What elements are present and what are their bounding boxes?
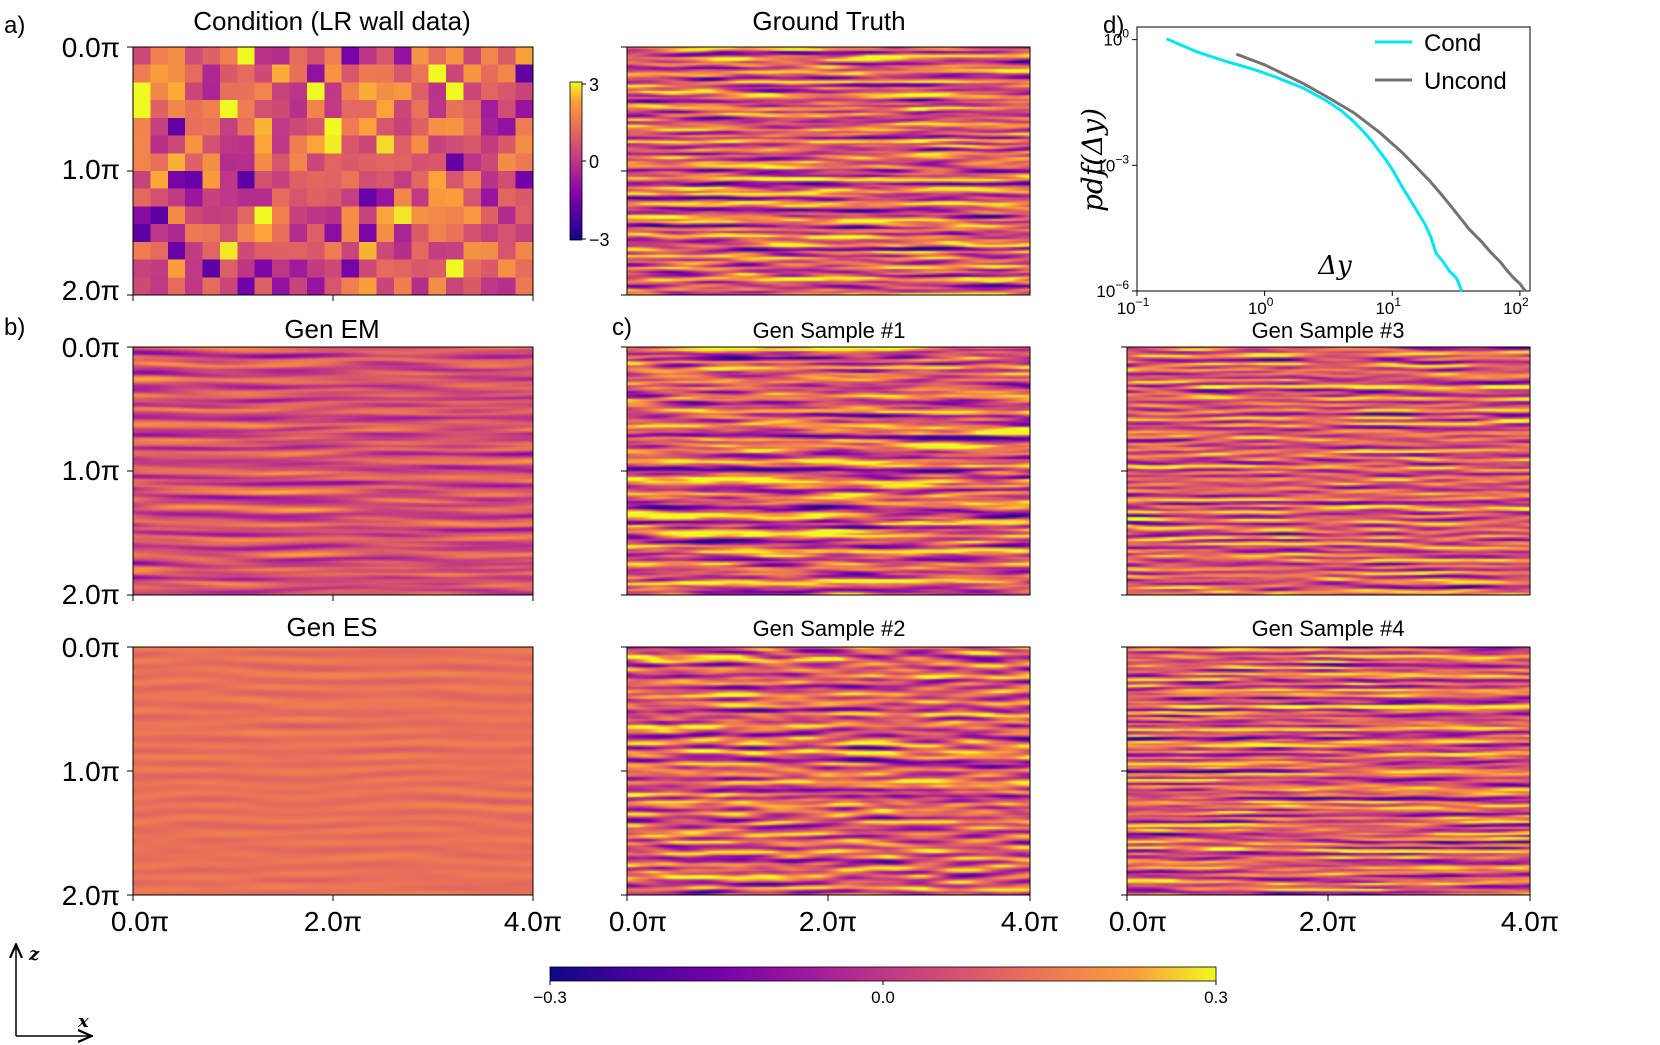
panel-ground-truth: Ground Truth	[626, 6, 1031, 296]
z-tick-label: 2.0π	[62, 275, 120, 306]
colorbar-tick-label: 0.0	[871, 988, 895, 1007]
x-tick-label: 2.0π	[304, 906, 362, 937]
x-arrow-label: x	[77, 1011, 89, 1032]
pdf-x-tick-label: 10−1	[1117, 295, 1150, 318]
panel-title: Gen ES	[286, 612, 377, 642]
main-colorbar: −0.3 0.0 0.3	[533, 966, 1228, 1007]
z-tick-label: 0.0π	[62, 332, 120, 363]
panel-letter-d: d)	[1103, 12, 1124, 39]
pdf-x-tick-label: 102	[1503, 295, 1529, 318]
panel-letter-b: b)	[4, 314, 25, 341]
z-arrow-label: z	[28, 944, 40, 965]
z-tick-label: 1.0π	[62, 756, 120, 787]
field-image	[1127, 647, 1530, 895]
field-image	[133, 647, 533, 895]
z-tick-label: 2.0π	[62, 579, 120, 610]
x-tick-label: 0.0π	[1109, 906, 1167, 937]
field-image	[627, 347, 1030, 595]
panel-gen-em: Gen EM	[132, 314, 534, 596]
pdf-chart: 10−1 100 101 102 100 10−3 10−6 Δy pdf(Δy) Cond…	[1076, 26, 1531, 318]
z-tick-labels: 0.0π 1.0π 2.0π 0.0π 1.0π 2.0π 0.0π 1.0π …	[62, 32, 120, 911]
pdf-legend: Cond Uncond	[1375, 30, 1507, 95]
z-tick-label: 0.0π	[62, 32, 120, 63]
z-tick-label: 1.0π	[62, 154, 120, 185]
panel-condition: Condition (LR wall data)	[132, 6, 534, 296]
x-tick-label: 2.0π	[1299, 906, 1357, 937]
panel-title: Gen Sample #2	[753, 616, 906, 641]
field-heatmap-em	[133, 347, 533, 595]
tick-marks	[127, 46, 1531, 901]
legend-label-cond: Cond	[1424, 30, 1481, 57]
panel-gen-sample-4: Gen Sample #4	[1126, 616, 1531, 896]
field-heatmap-s4	[1127, 647, 1530, 895]
pdf-series-uncond	[1235, 52, 1527, 292]
condition-colorbar: 3 0 −3	[569, 75, 610, 250]
pdf-y-tick-label: 10−6	[1096, 278, 1129, 301]
field-heatmap-es	[133, 647, 533, 895]
x-tick-label: 0.0π	[609, 906, 667, 937]
pdf-xlabel: Δy	[1317, 251, 1352, 281]
field-heatmap-s1	[627, 347, 1030, 595]
pdf-y-tick-label: 10−3	[1096, 152, 1129, 175]
x-tick-label: 0.0π	[111, 906, 169, 937]
x-tick-labels: 0.0π 2.0π 4.0π 0.0π 2.0π 4.0π 0.0π 2.0π …	[111, 906, 1559, 937]
field-image	[627, 47, 1030, 295]
axes-indicator: z x	[16, 944, 90, 1036]
colorbar-tick-label: 3	[589, 75, 599, 95]
pdf-plot-frame	[1136, 26, 1531, 292]
panel-title: Gen Sample #1	[753, 318, 906, 343]
pdf-ylabel: pdf(Δy)	[1076, 108, 1109, 212]
panel-title: Gen Sample #4	[1252, 616, 1405, 641]
pdf-ticks: 10−1 100 101 102 100 10−3 10−6	[1096, 27, 1529, 318]
pdf-x-tick-label: 101	[1375, 295, 1401, 318]
z-tick-label: 2.0π	[62, 880, 120, 911]
legend-label-uncond: Uncond	[1424, 68, 1507, 95]
x-tick-label: 4.0π	[504, 906, 562, 937]
panel-letter-a: a)	[4, 12, 25, 39]
panel-gen-es: Gen ES	[132, 612, 534, 896]
colorbar-tick-label: −0.3	[533, 988, 567, 1007]
field-image	[133, 47, 533, 295]
x-tick-label: 4.0π	[1501, 906, 1559, 937]
x-tick-label: 2.0π	[799, 906, 857, 937]
x-tick-label: 4.0π	[1001, 906, 1059, 937]
panel-title: Gen EM	[284, 314, 379, 344]
pdf-series	[1165, 37, 1527, 292]
panel-gen-sample-2: Gen Sample #2	[626, 616, 1031, 896]
field-heatmap-s3	[1127, 347, 1530, 595]
pdf-x-tick-label: 100	[1248, 295, 1274, 318]
field-heatmap-cond	[133, 47, 533, 295]
panel-title: Condition (LR wall data)	[193, 6, 470, 36]
colorbar-tick-label: 0	[589, 152, 599, 172]
field-heatmap-gt	[627, 47, 1030, 295]
field-image	[1127, 347, 1530, 595]
panel-gen-sample-1: Gen Sample #1	[626, 318, 1031, 596]
panel-gen-sample-3: Gen Sample #3	[1126, 318, 1531, 596]
panel-title: Ground Truth	[752, 6, 905, 36]
pdf-y-tick-label: 100	[1103, 27, 1129, 50]
colorbar-tick-label: 0.3	[1204, 988, 1228, 1007]
field-image	[133, 347, 533, 595]
panel-title: Gen Sample #3	[1252, 318, 1405, 343]
z-tick-label: 0.0π	[62, 632, 120, 663]
field-image	[627, 647, 1030, 895]
colorbar-gradient	[549, 966, 1217, 982]
colorbar-tick-label: −3	[589, 230, 610, 250]
pdf-series-cond	[1165, 37, 1464, 292]
panel-letter-c: c)	[612, 314, 632, 341]
field-heatmap-s2	[627, 647, 1030, 895]
colorbar-gradient	[569, 81, 583, 241]
z-tick-label: 1.0π	[62, 455, 120, 486]
